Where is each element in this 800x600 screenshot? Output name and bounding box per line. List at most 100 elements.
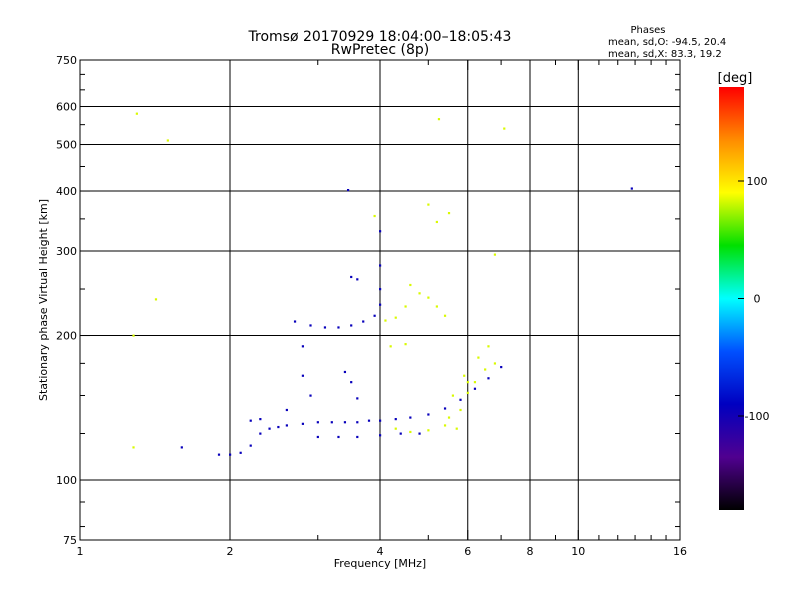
data-point [404,305,407,308]
x-tick-label: 1 [77,545,84,558]
data-point [463,374,466,377]
data-point [217,453,221,456]
data-point [394,427,397,430]
data-point [427,429,430,432]
y-tick-label: 750 [56,54,77,67]
y-axis-ticks: 75 100 200 300 400 500 600 750 [56,54,680,547]
x-tick-label: 16 [673,545,687,558]
data-point [447,212,451,215]
data-point [379,434,382,437]
data-point [473,387,477,390]
y-tick-label: 200 [56,330,77,343]
data-point [356,435,359,439]
data-point [373,214,376,218]
data-point [285,408,288,412]
data-point [435,305,438,308]
data-point [301,345,305,348]
x-tick-label: 2 [227,545,234,558]
data-point [316,435,319,439]
colorbar-tick-label: -100 [745,410,770,423]
x-axis-ticks: 1 2 4 6 8 10 16 [77,60,687,558]
data-point [132,334,135,337]
data-point [301,422,305,425]
data-point [367,419,371,422]
data-point [443,314,447,317]
x-tick-label: 10 [571,545,585,558]
data-point [389,345,392,348]
data-point [356,397,359,400]
data-point [473,381,477,384]
data-point [343,370,347,374]
data-point [293,320,297,323]
data-point [384,319,387,322]
data-point [330,421,333,424]
data-point [455,427,458,430]
data-point [493,253,497,256]
data-point [379,264,382,267]
data-point [373,314,376,317]
y-tick-label: 400 [56,185,77,198]
data-point [409,430,412,434]
data-point [362,320,365,323]
data-points [132,112,633,456]
data-point [437,118,441,121]
data-point [451,394,455,397]
data-point [409,416,412,419]
data-point [443,407,447,410]
data-point [166,139,169,142]
data-point [404,343,407,346]
data-point [418,292,421,295]
x-tick-label: 4 [377,545,384,558]
data-point [379,303,382,306]
y-tick-label: 300 [56,245,77,258]
data-point [459,398,462,401]
data-point [477,356,480,359]
data-point [493,362,497,365]
data-point [427,296,430,299]
x-tick-label: 6 [464,545,471,558]
data-point [350,381,353,384]
data-point [249,419,252,422]
data-point [277,425,280,429]
data-point [239,451,242,454]
data-point [343,421,347,424]
stats-heading: Phases [630,25,665,36]
chart-title: Tromsø 20170929 18:04:00–18:05:43 [248,29,512,45]
data-point [180,446,183,449]
data-point [409,283,412,287]
data-point [487,345,490,348]
data-point [443,424,447,427]
data-point [500,365,503,369]
stats-x-line: mean, sd,X: 83.3, 19.2 [608,49,722,60]
data-point [285,424,288,427]
data-point [309,324,312,327]
data-point [447,416,451,419]
data-point [154,298,158,301]
data-point [427,413,430,416]
data-point [309,394,312,397]
x-axis-label: Frequency [MHz] [334,557,426,570]
data-point [379,288,382,291]
chart-subtitle: RwPretec (8p) [331,42,429,58]
data-point [350,324,353,327]
data-point [466,381,469,384]
stats-o-line: mean, sd,O: -94.5, 20.4 [608,37,726,48]
data-point [346,189,350,192]
data-point [259,418,262,421]
colorbar-ticks: 100 0 -100 [738,175,769,423]
y-axis-label: Stationary phase Virtual Height [km] [37,199,50,401]
data-point [301,374,305,377]
data-point [249,444,252,447]
x-tick-label: 8 [527,545,534,558]
data-point [323,326,327,329]
data-point [466,391,469,394]
data-point [356,278,359,281]
data-point [630,187,633,190]
data-point [487,377,490,380]
data-point [268,427,271,430]
data-point [316,421,319,424]
colorbar-label: [deg] [718,71,753,86]
data-point [132,446,135,449]
data-point [435,220,438,224]
